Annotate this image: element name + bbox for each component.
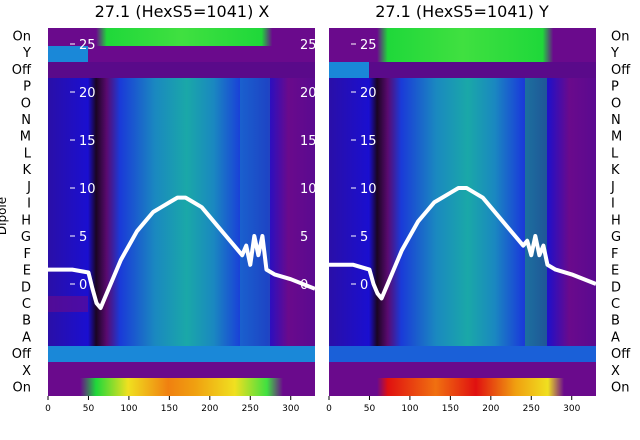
category-label-left: G <box>21 230 31 245</box>
category-label-left: N <box>21 113 31 128</box>
category-label-right: On <box>611 29 629 44</box>
category-label-right: C <box>611 297 620 312</box>
y-tick-label: 15 <box>79 134 96 149</box>
category-label-left: O <box>21 96 31 111</box>
y-tick-label: 5 <box>360 230 368 245</box>
y-tick-label-right: 0 <box>300 278 308 293</box>
category-label-left: X <box>22 364 31 379</box>
category-label-left: K <box>22 163 31 178</box>
category-label-left: Off <box>12 347 32 362</box>
y-tick-label: 10 <box>79 182 96 197</box>
category-label-right: K <box>611 163 620 178</box>
category-label-left: L <box>24 146 32 161</box>
x-tick-label: 300 <box>563 404 580 414</box>
x-tick-label: 100 <box>120 404 137 414</box>
category-label-left: H <box>21 213 31 228</box>
category-label-right: M <box>611 130 622 145</box>
y-tick-label: 0 <box>360 278 368 293</box>
category-label-right: D <box>611 280 621 295</box>
category-label-left: Off <box>12 63 32 78</box>
category-label-left: On <box>13 29 31 44</box>
category-label-right: On <box>611 381 629 396</box>
category-label-right: B <box>611 314 620 329</box>
category-label-right: J <box>610 180 615 195</box>
y-axis-label: Dipole <box>0 197 9 235</box>
x-tick-label: 0 <box>326 404 332 414</box>
y-tick-label-right: 5 <box>300 230 308 245</box>
category-label-right: X <box>611 364 620 379</box>
category-label-right: Off <box>611 63 631 78</box>
category-label-right: Y <box>610 46 619 61</box>
category-label-right: A <box>611 330 620 345</box>
x-tick-label: 100 <box>401 404 418 414</box>
category-label-right: Off <box>611 347 631 362</box>
y-tick-label: 10 <box>360 182 377 197</box>
category-label-right: I <box>611 197 615 212</box>
x-tick-label: 0 <box>45 404 51 414</box>
category-label-left: C <box>22 297 31 312</box>
x-tick-label: 50 <box>83 404 95 414</box>
panel-title-y: 27.1 (HexS5=1041) Y <box>375 2 549 21</box>
x-tick-label: 300 <box>282 404 299 414</box>
category-label-left: M <box>20 130 31 145</box>
y-tick-label-right: 10 <box>300 182 317 197</box>
category-label-right: F <box>611 247 618 262</box>
y-tick-label-right: 20 <box>300 86 317 101</box>
category-label-left: F <box>24 247 31 262</box>
category-label-left: P <box>23 80 31 95</box>
category-label-left: Y <box>22 46 31 61</box>
x-tick-label: 150 <box>442 404 459 414</box>
y-tick-label: 20 <box>79 86 96 101</box>
overlay-series-line <box>48 195 316 310</box>
category-label-left: On <box>13 381 31 396</box>
x-tick-label: 250 <box>523 404 540 414</box>
category-label-right: P <box>611 80 619 95</box>
category-label-left: A <box>22 330 31 345</box>
x-tick-label: 200 <box>201 404 218 414</box>
category-label-right: E <box>611 264 619 279</box>
y-tick-label-right: 15 <box>300 134 317 149</box>
y-tick-label: 15 <box>360 134 377 149</box>
category-label-left: D <box>21 280 31 295</box>
x-tick-label: 150 <box>161 404 178 414</box>
category-label-left: E <box>23 264 31 279</box>
y-tick-label-right: 25 <box>300 38 317 53</box>
y-tick-label: 25 <box>79 38 96 53</box>
y-tick-label: 20 <box>360 86 377 101</box>
panel-title-x: 27.1 (HexS5=1041) X <box>95 2 270 21</box>
x-tick-label: 250 <box>242 404 259 414</box>
category-label-right: G <box>611 230 621 245</box>
y-tick-label: 0 <box>79 278 87 293</box>
category-label-right: L <box>611 146 619 161</box>
y-tick-label: 5 <box>79 230 87 245</box>
category-label-left: I <box>27 197 31 212</box>
x-tick-label: 200 <box>482 404 499 414</box>
category-label-left: B <box>22 314 31 329</box>
heatmap-panel-x <box>48 28 315 396</box>
heatmap-panel-y <box>329 28 596 396</box>
category-label-right: H <box>611 213 621 228</box>
y-tick-label: 25 <box>360 38 377 53</box>
category-label-right: N <box>611 113 621 128</box>
overlay-series-line <box>329 186 597 301</box>
category-label-right: O <box>611 96 621 111</box>
category-label-left: J <box>26 180 31 195</box>
x-tick-label: 50 <box>364 404 376 414</box>
